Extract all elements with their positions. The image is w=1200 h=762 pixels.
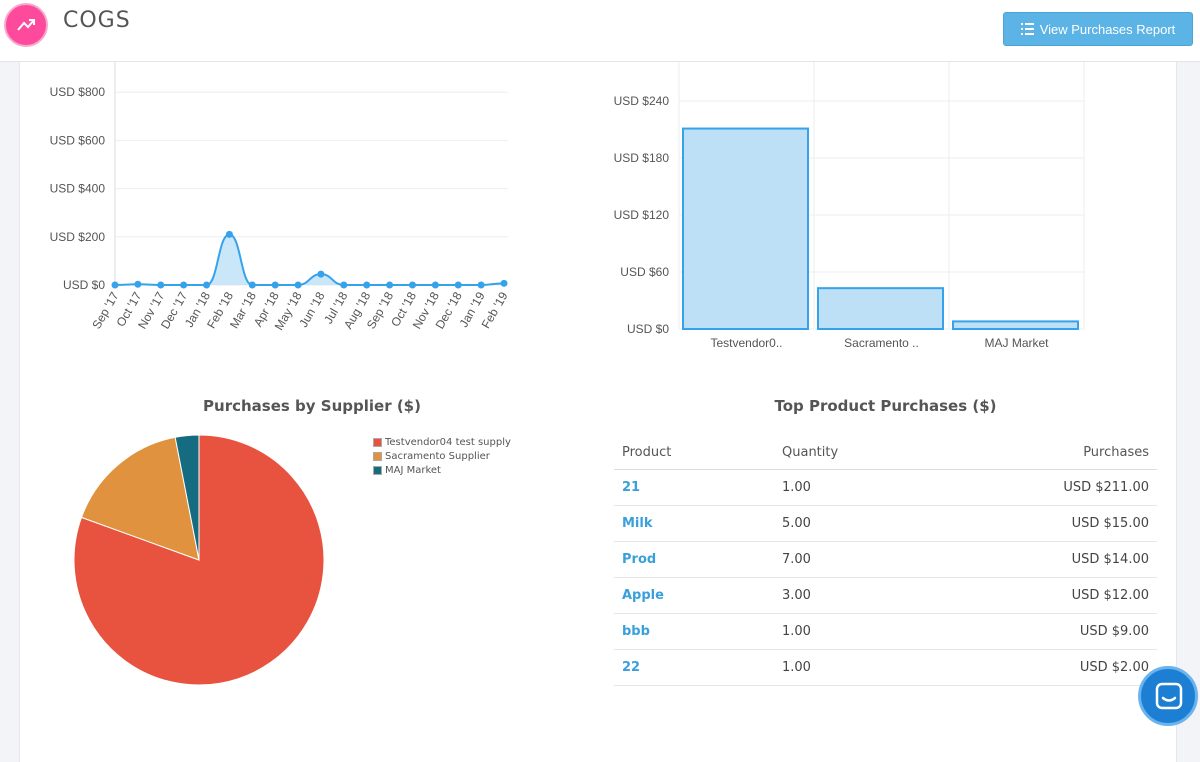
- legend-label: Sacramento Supplier: [385, 450, 490, 462]
- y-tick-label: USD $120: [614, 208, 670, 222]
- y-tick-label: USD $400: [50, 182, 106, 196]
- view-purchases-report-button[interactable]: View Purchases Report: [1003, 12, 1193, 46]
- y-tick-label: USD $180: [614, 151, 670, 165]
- y-tick-label: USD $0: [63, 278, 105, 292]
- purchases-cell: USD $9.00: [933, 613, 1157, 650]
- supplier-pie-chart: [73, 434, 325, 686]
- y-tick-label: USD $800: [50, 85, 106, 99]
- x-tick-label: Testvendor0..: [710, 336, 782, 350]
- page-title: COGS: [63, 8, 131, 33]
- legend-item: Sacramento Supplier: [373, 449, 511, 463]
- product-link[interactable]: 21: [622, 480, 641, 495]
- legend-swatch: [373, 465, 382, 475]
- quantity-cell: 1.00: [774, 649, 934, 686]
- column-header-quantity: Quantity: [774, 436, 934, 470]
- pie-slice: [80, 436, 200, 561]
- trending-up-icon[interactable]: [4, 3, 48, 47]
- legend-label: Testvendor04 test supply: [385, 436, 511, 448]
- column-header-purchases: Purchases: [933, 436, 1157, 470]
- y-tick-label: USD $0: [627, 322, 669, 336]
- table-row: bbb 1.00 USD $9.00: [614, 613, 1157, 650]
- purchases-cell: USD $12.00: [933, 577, 1157, 614]
- data-point: [248, 281, 256, 289]
- y-tick-label: USD $60: [620, 265, 669, 279]
- product-link[interactable]: Milk: [622, 516, 653, 531]
- bar: [817, 287, 944, 330]
- table-row: Prod 7.00 USD $14.00: [614, 541, 1157, 578]
- supplier-bar-chart: USD $0 USD $60 USD $120 USD $180 USD $240 Tes…: [614, 62, 1085, 350]
- quantity-cell: 1.00: [774, 469, 934, 506]
- legend-item: MAJ Market: [373, 463, 511, 477]
- purchases-cell: USD $211.00: [933, 469, 1157, 506]
- table-row: Apple 3.00 USD $12.00: [614, 577, 1157, 614]
- legend-swatch: [373, 451, 382, 461]
- table-row: 22 1.00 USD $2.00: [614, 649, 1157, 686]
- legend-item: Testvendor04 test supply: [373, 435, 511, 449]
- pie-chart-title: Purchases by Supplier ($): [203, 397, 421, 415]
- table-row: 21 1.00 USD $211.00: [614, 469, 1157, 506]
- line-area: [115, 234, 504, 285]
- product-link[interactable]: Prod: [622, 552, 657, 567]
- pie-legend: Testvendor04 test supply Sacramento Supp…: [373, 435, 511, 477]
- x-tick-label: MAJ Market: [984, 336, 1049, 350]
- data-point: [386, 281, 394, 289]
- x-tick-label: Sacramento ..: [844, 336, 919, 350]
- data-point: [203, 281, 211, 289]
- product-link[interactable]: 22: [622, 660, 641, 675]
- pie-slice: [174, 434, 200, 561]
- data-point: [157, 281, 165, 289]
- app-header: COGS View Purchases Report: [0, 0, 1200, 62]
- y-tick-label: USD $600: [50, 133, 106, 147]
- y-tick-label: USD $200: [50, 230, 106, 244]
- data-point: [271, 281, 279, 289]
- line-series: [114, 233, 505, 286]
- table-header-row: Product Quantity Purchases: [614, 436, 1157, 470]
- data-point: [431, 281, 439, 289]
- chat-launcher-button[interactable]: [1138, 666, 1198, 726]
- data-point: [477, 281, 485, 289]
- top-products-table: Product Quantity Purchases 21 1.00 USD $…: [614, 436, 1157, 686]
- data-point: [454, 281, 462, 289]
- purchases-cell: USD $14.00: [933, 541, 1157, 578]
- data-point: [363, 281, 371, 289]
- data-point: [111, 281, 119, 289]
- data-point: [500, 279, 508, 287]
- quantity-cell: 5.00: [774, 505, 934, 542]
- legend-swatch: [373, 437, 382, 447]
- data-point: [408, 281, 416, 289]
- data-point: [294, 281, 302, 289]
- quantity-cell: 3.00: [774, 577, 934, 614]
- table-row: Milk 5.00 USD $15.00: [614, 505, 1157, 542]
- bar: [682, 127, 809, 330]
- data-point: [340, 281, 348, 289]
- list-icon: [1020, 23, 1034, 35]
- quantity-cell: 1.00: [774, 613, 934, 650]
- product-link[interactable]: Apple: [622, 588, 664, 603]
- product-link[interactable]: bbb: [622, 624, 650, 639]
- chat-icon: [1155, 682, 1183, 710]
- data-point: [317, 270, 325, 278]
- column-header-product: Product: [614, 436, 774, 470]
- quantity-cell: 7.00: [774, 541, 934, 578]
- purchases-cell: USD $2.00: [933, 649, 1157, 686]
- data-point: [180, 281, 188, 289]
- purchases-cell: USD $15.00: [933, 505, 1157, 542]
- report-button-label: View Purchases Report: [1039, 21, 1176, 37]
- legend-label: MAJ Market: [385, 464, 441, 476]
- data-point: [225, 230, 233, 238]
- y-tick-label: USD $240: [614, 94, 670, 108]
- data-point: [134, 280, 142, 288]
- products-table-title: Top Product Purchases ($): [774, 397, 997, 415]
- bar: [952, 320, 1079, 330]
